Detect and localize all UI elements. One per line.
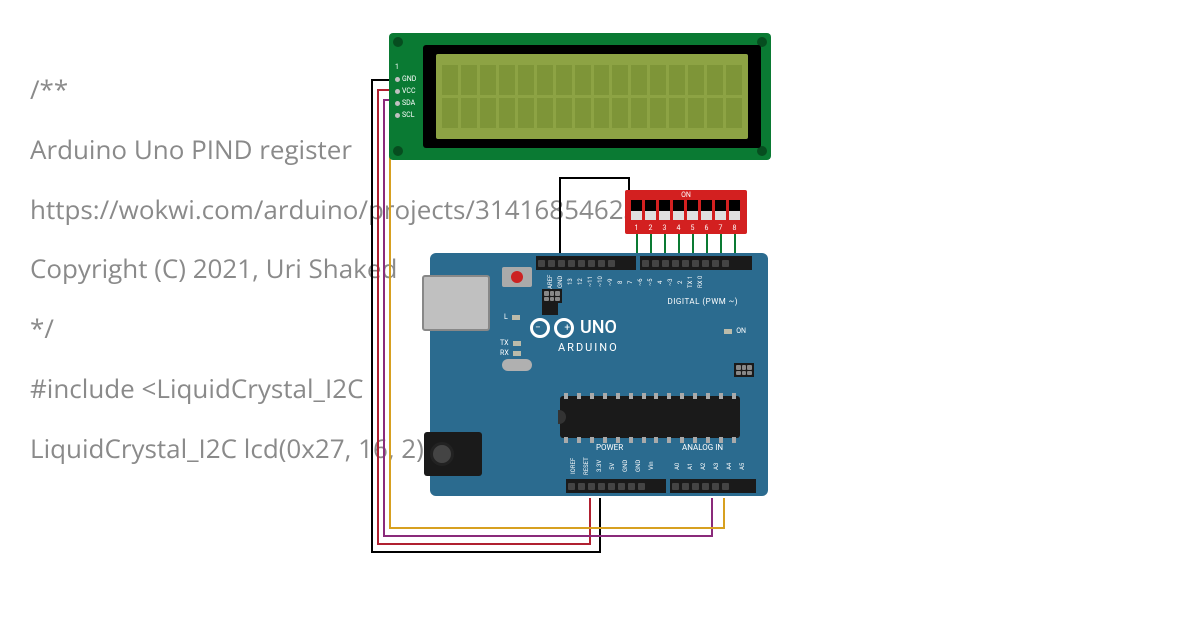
arduino-brand: ARDUINO <box>558 341 619 354</box>
dip-slot-5[interactable] <box>687 200 698 220</box>
dip-switch-8[interactable]: ON 12345678 <box>625 190 747 234</box>
usb-port <box>422 275 490 331</box>
analog-label: ANALOG IN <box>682 443 723 452</box>
power-label: POWER <box>596 443 623 452</box>
lcd-screen <box>436 54 748 139</box>
icsp-header-2 <box>734 363 754 377</box>
led-on: ON <box>724 327 746 335</box>
arduino-logo: − + UNO <box>530 317 617 338</box>
arduino-uno[interactable]: AREFGND1312~11~10~987~6~54~32TX 1RX 0 IO… <box>430 253 768 496</box>
dip-slots <box>631 200 741 220</box>
lcd-pin-scl: SCL <box>395 111 416 119</box>
dip-slot-2[interactable] <box>645 200 656 220</box>
crystal <box>502 359 532 371</box>
uno-text: UNO <box>580 317 617 338</box>
dip-numbers: 12345678 <box>631 224 741 232</box>
dip-slot-1[interactable] <box>631 200 642 220</box>
dip-slot-8[interactable] <box>729 200 740 220</box>
led-tx: TX <box>500 339 521 347</box>
analog-header <box>670 479 756 493</box>
top-pin-labels: AREFGND1312~11~10~987~6~54~32TX 1RX 0 <box>537 271 704 293</box>
dip-on-label: ON <box>681 191 691 199</box>
lcd-row-0 <box>442 65 742 95</box>
power-header <box>566 479 666 493</box>
power-jack <box>424 432 482 476</box>
lcd-pin-vcc: VCC <box>395 87 416 95</box>
mounting-hole <box>393 37 403 47</box>
lcd-pin-sda: SDA <box>395 99 416 107</box>
digital-label: DIGITAL (PWM ~) <box>668 297 739 306</box>
lcd-pin-header: GND VCC SDA SCL <box>395 75 416 119</box>
dip-slot-6[interactable] <box>701 200 712 220</box>
dip-slot-3[interactable] <box>659 200 670 220</box>
dip-slot-4[interactable] <box>673 200 684 220</box>
digital-header-left <box>536 256 636 270</box>
icsp-header-1 <box>542 289 562 303</box>
infinity-icon: − + <box>530 318 574 338</box>
mounting-hole <box>393 146 403 156</box>
lcd-row-1 <box>442 98 742 128</box>
atmega-chip <box>560 396 740 438</box>
dip-slot-7[interactable] <box>715 200 726 220</box>
lcd-pin-gnd: GND <box>395 75 416 83</box>
led-rx: RX <box>500 349 521 357</box>
reset-button[interactable] <box>502 267 532 287</box>
bottom-pin-labels: IOREFRESET3.3V5VGNDGNDVinA0A1A2A3A4A5 <box>570 454 749 478</box>
digital-header-right <box>640 256 752 270</box>
led-l: L <box>504 313 520 321</box>
lcd-bezel <box>423 45 761 148</box>
lcd-module[interactable]: 1 GND VCC SDA SCL <box>389 33 771 160</box>
lcd-pin-1-marker: 1 <box>395 63 399 71</box>
